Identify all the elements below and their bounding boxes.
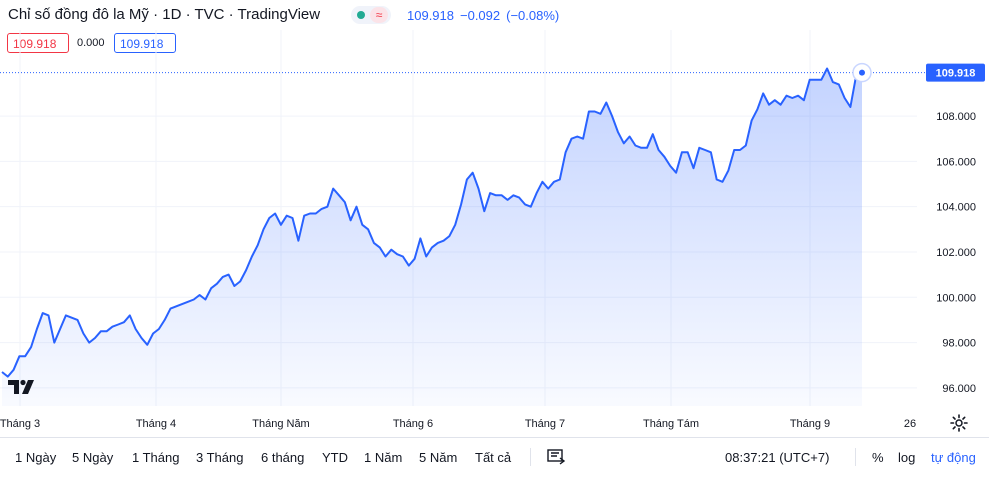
toolbar-divider: [530, 448, 531, 466]
price-line: [1, 67, 863, 378]
compare-range-icon[interactable]: [546, 447, 566, 465]
range-1m-button[interactable]: 1 Tháng: [132, 450, 180, 465]
spread-value: 0.000: [77, 37, 105, 49]
y-tick-label: 104.000: [936, 202, 976, 214]
range-5d-button[interactable]: 5 Ngày: [72, 450, 114, 465]
y-tick-label: 96.000: [942, 383, 976, 395]
last-price: 109.918: [407, 8, 454, 23]
range-all-button[interactable]: Tất cả: [475, 450, 512, 465]
tradingview-logo-icon[interactable]: [6, 376, 36, 398]
auto-scale-button[interactable]: tự động: [931, 450, 976, 465]
price-axis[interactable]: 96.000 98.000 100.000 102.000 104.000 106.000…: [936, 111, 976, 395]
x-tick-label: Tháng 9: [790, 418, 830, 430]
range-5y-button[interactable]: 5 Năm: [419, 450, 458, 465]
x-tick-label: Tháng 6: [393, 418, 433, 430]
symbol-title[interactable]: Chỉ số đồng đô la Mỹ · 1D · TVC · Tradin…: [8, 6, 321, 23]
y-tick-label: 98.000: [942, 338, 976, 350]
x-tick-label: Tháng 7: [525, 418, 565, 430]
range-1y-button[interactable]: 1 Năm: [364, 450, 403, 465]
range-6m-button[interactable]: 6 tháng: [261, 450, 305, 465]
percent-scale-button[interactable]: %: [872, 450, 884, 465]
gear-icon[interactable]: [950, 414, 968, 432]
bottom-toolbar: 1 Ngày 5 Ngày 1 Tháng 3 Tháng 6 tháng YT…: [0, 437, 989, 478]
buy-price-box[interactable]: 109.918: [114, 33, 176, 53]
x-tick-label: 26: [904, 418, 916, 430]
price-axis-label-bg: [926, 63, 985, 82]
last-price-dot: [859, 69, 865, 76]
price-axis-label-text: 109.918: [936, 68, 976, 80]
x-tick-label: Tháng Năm: [252, 418, 309, 430]
price-area-fill: [2, 68, 862, 406]
chart-header: Chỉ số đồng đô la Mỹ · 1D · TVC · Tradin…: [0, 0, 989, 30]
sell-price-box[interactable]: 109.918: [7, 33, 69, 53]
time-axis[interactable]: Tháng 3 Tháng 4 Tháng Năm Tháng 6 Tháng 7 Thá…: [0, 418, 916, 430]
range-ytd-button[interactable]: YTD: [322, 450, 348, 465]
y-tick-label: 100.000: [936, 292, 976, 304]
y-tick-label: 108.000: [936, 111, 976, 123]
price-axis-label: 109.918: [926, 63, 985, 82]
range-1d-button[interactable]: 1 Ngày: [15, 450, 57, 465]
delayed-data-icon: ≈: [370, 7, 388, 23]
range-3m-button[interactable]: 3 Tháng: [196, 450, 244, 465]
x-tick-label: Tháng Tám: [643, 418, 699, 430]
y-tick-label: 102.000: [936, 247, 976, 259]
clock-timezone[interactable]: 08:37:21 (UTC+7): [725, 450, 830, 465]
log-scale-button[interactable]: log: [898, 450, 916, 465]
price-change-percent: (−0.08%): [506, 8, 560, 23]
toolbar-divider: [855, 448, 856, 466]
price-change: −0.092: [460, 8, 501, 23]
y-tick-label: 106.000: [936, 156, 976, 168]
x-tick-label: Tháng 4: [136, 418, 176, 430]
price-chart[interactable]: 96.000 98.000 100.000 102.000 104.000 106.000…: [0, 0, 989, 437]
x-tick-label: Tháng 3: [0, 418, 40, 430]
last-quote: 109.918 −0.092 (−0.08%): [407, 8, 565, 23]
market-status-pill[interactable]: ≈: [351, 6, 391, 24]
market-open-dot-icon: [357, 11, 365, 19]
